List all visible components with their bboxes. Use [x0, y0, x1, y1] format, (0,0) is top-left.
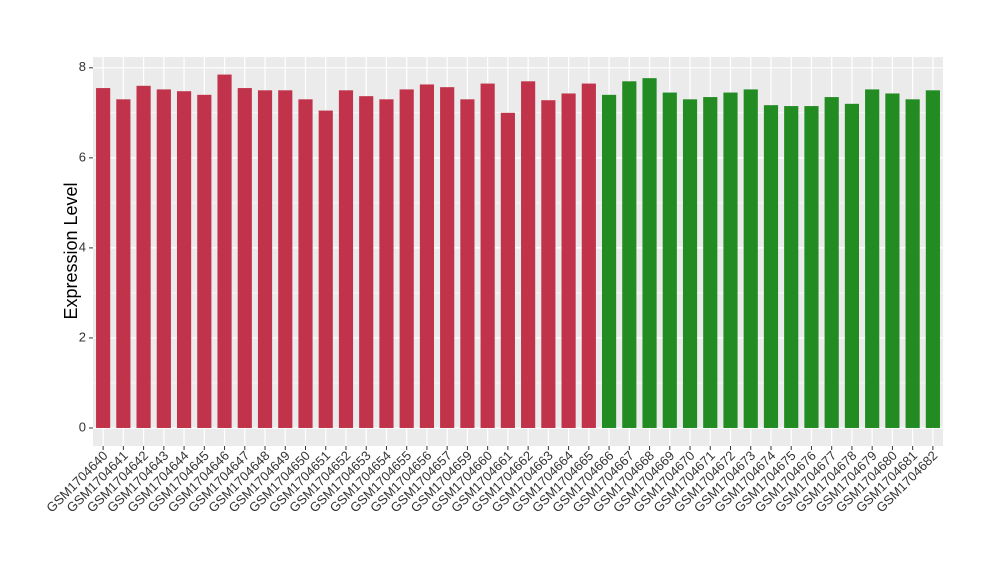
bar [905, 99, 920, 428]
bar [824, 97, 839, 428]
bar [763, 105, 779, 428]
bar [541, 100, 556, 428]
bar [359, 96, 374, 428]
bar [784, 106, 799, 428]
y-tick-label: 6 [79, 149, 86, 164]
bar [500, 112, 515, 428]
bar [804, 106, 819, 428]
bar [703, 97, 718, 428]
bar [399, 89, 414, 428]
bar [844, 103, 860, 428]
bar [217, 74, 232, 428]
bar [176, 91, 192, 428]
bar [96, 88, 111, 428]
bar [440, 87, 455, 428]
bar [662, 92, 677, 428]
bar [379, 99, 394, 428]
bar [581, 83, 596, 428]
y-tick-label: 4 [79, 239, 86, 254]
bar [885, 93, 900, 428]
bar [419, 84, 435, 428]
plot-panel [93, 57, 943, 446]
bar [521, 81, 536, 428]
bar [318, 110, 333, 428]
bar [642, 78, 657, 428]
y-tick-label: 0 [79, 419, 86, 434]
bar [136, 85, 151, 428]
bar [257, 90, 273, 428]
bar [460, 99, 475, 428]
bar [298, 99, 313, 428]
bar [925, 90, 940, 428]
bar [561, 93, 576, 428]
bar [622, 81, 637, 428]
bar [237, 88, 252, 428]
y-axis-title: Expression Level [61, 182, 81, 319]
y-tick-label: 2 [79, 329, 86, 344]
y-tick-label: 8 [79, 59, 86, 74]
bar [723, 92, 738, 428]
bar [156, 89, 171, 428]
bar [865, 89, 880, 428]
bar [278, 90, 293, 428]
bar [116, 99, 131, 428]
bar [682, 99, 698, 428]
bar [480, 83, 495, 428]
bar [601, 94, 617, 428]
bar [743, 89, 758, 428]
bar [197, 94, 212, 428]
bar [338, 90, 354, 428]
